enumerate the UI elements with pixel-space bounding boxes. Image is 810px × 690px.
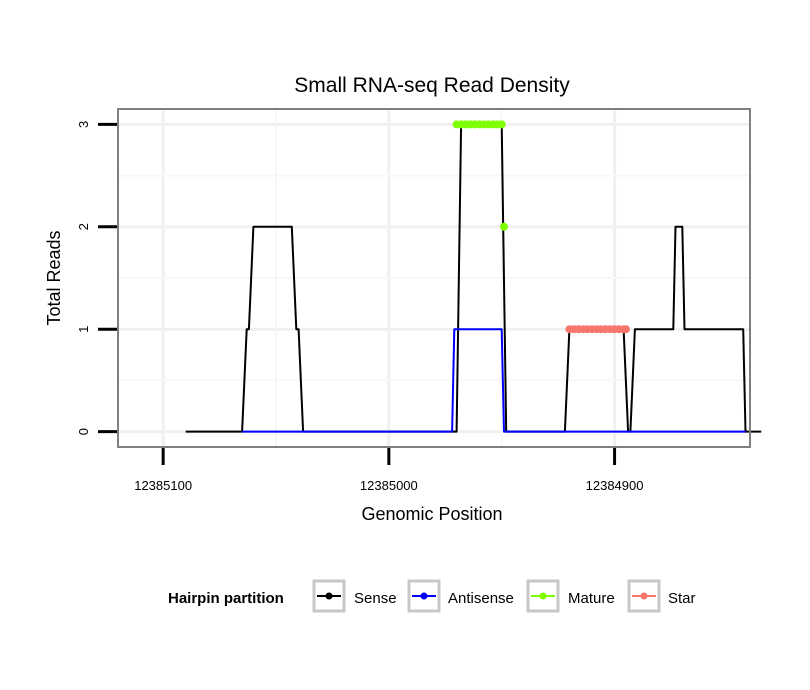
y-tick-label: 3 [76, 121, 91, 128]
y-axis-title: Total Reads [44, 230, 64, 325]
legend-item-mature: Mature [526, 579, 615, 613]
x-tick-label: 12385000 [360, 478, 418, 493]
legend-item-star: Star [627, 579, 696, 613]
series-line-sense [185, 123, 762, 433]
series-layer [185, 120, 762, 433]
x-tick-label: 12384900 [586, 478, 644, 493]
legend-point-mature [539, 592, 547, 600]
legend-point-sense [325, 592, 333, 600]
y-axis: 0 1 2 3 [76, 121, 117, 435]
legend-label-sense: Sense [354, 590, 397, 607]
chart-title: Small RNA-seq Read Density [294, 74, 570, 97]
x-tick-label: 12385100 [134, 478, 192, 493]
data-point-star [621, 325, 630, 334]
y-tick-label: 0 [76, 428, 91, 435]
series-line-antisense [242, 328, 746, 433]
x-axis-title: Genomic Position [361, 504, 502, 524]
legend-point-star [640, 592, 648, 600]
legend-item-sense: Sense [312, 579, 397, 613]
legend-label-star: Star [668, 590, 696, 607]
plot-panel-border [117, 108, 751, 448]
y-tick-label: 1 [76, 326, 91, 333]
data-point-mature [497, 120, 506, 129]
legend-point-antisense [420, 592, 428, 600]
legend-title: Hairpin partition [168, 590, 284, 607]
gridlines [118, 109, 750, 447]
legend-label-antisense: Antisense [448, 590, 514, 607]
x-axis: 12385100 12385000 12384900 [134, 448, 643, 493]
legend: Hairpin partition Sense Antisense Mature… [168, 579, 696, 613]
legend-label-mature: Mature [568, 590, 615, 607]
data-point-mature [500, 222, 508, 231]
legend-item-antisense: Antisense [407, 579, 514, 613]
y-tick-label: 2 [76, 223, 91, 230]
